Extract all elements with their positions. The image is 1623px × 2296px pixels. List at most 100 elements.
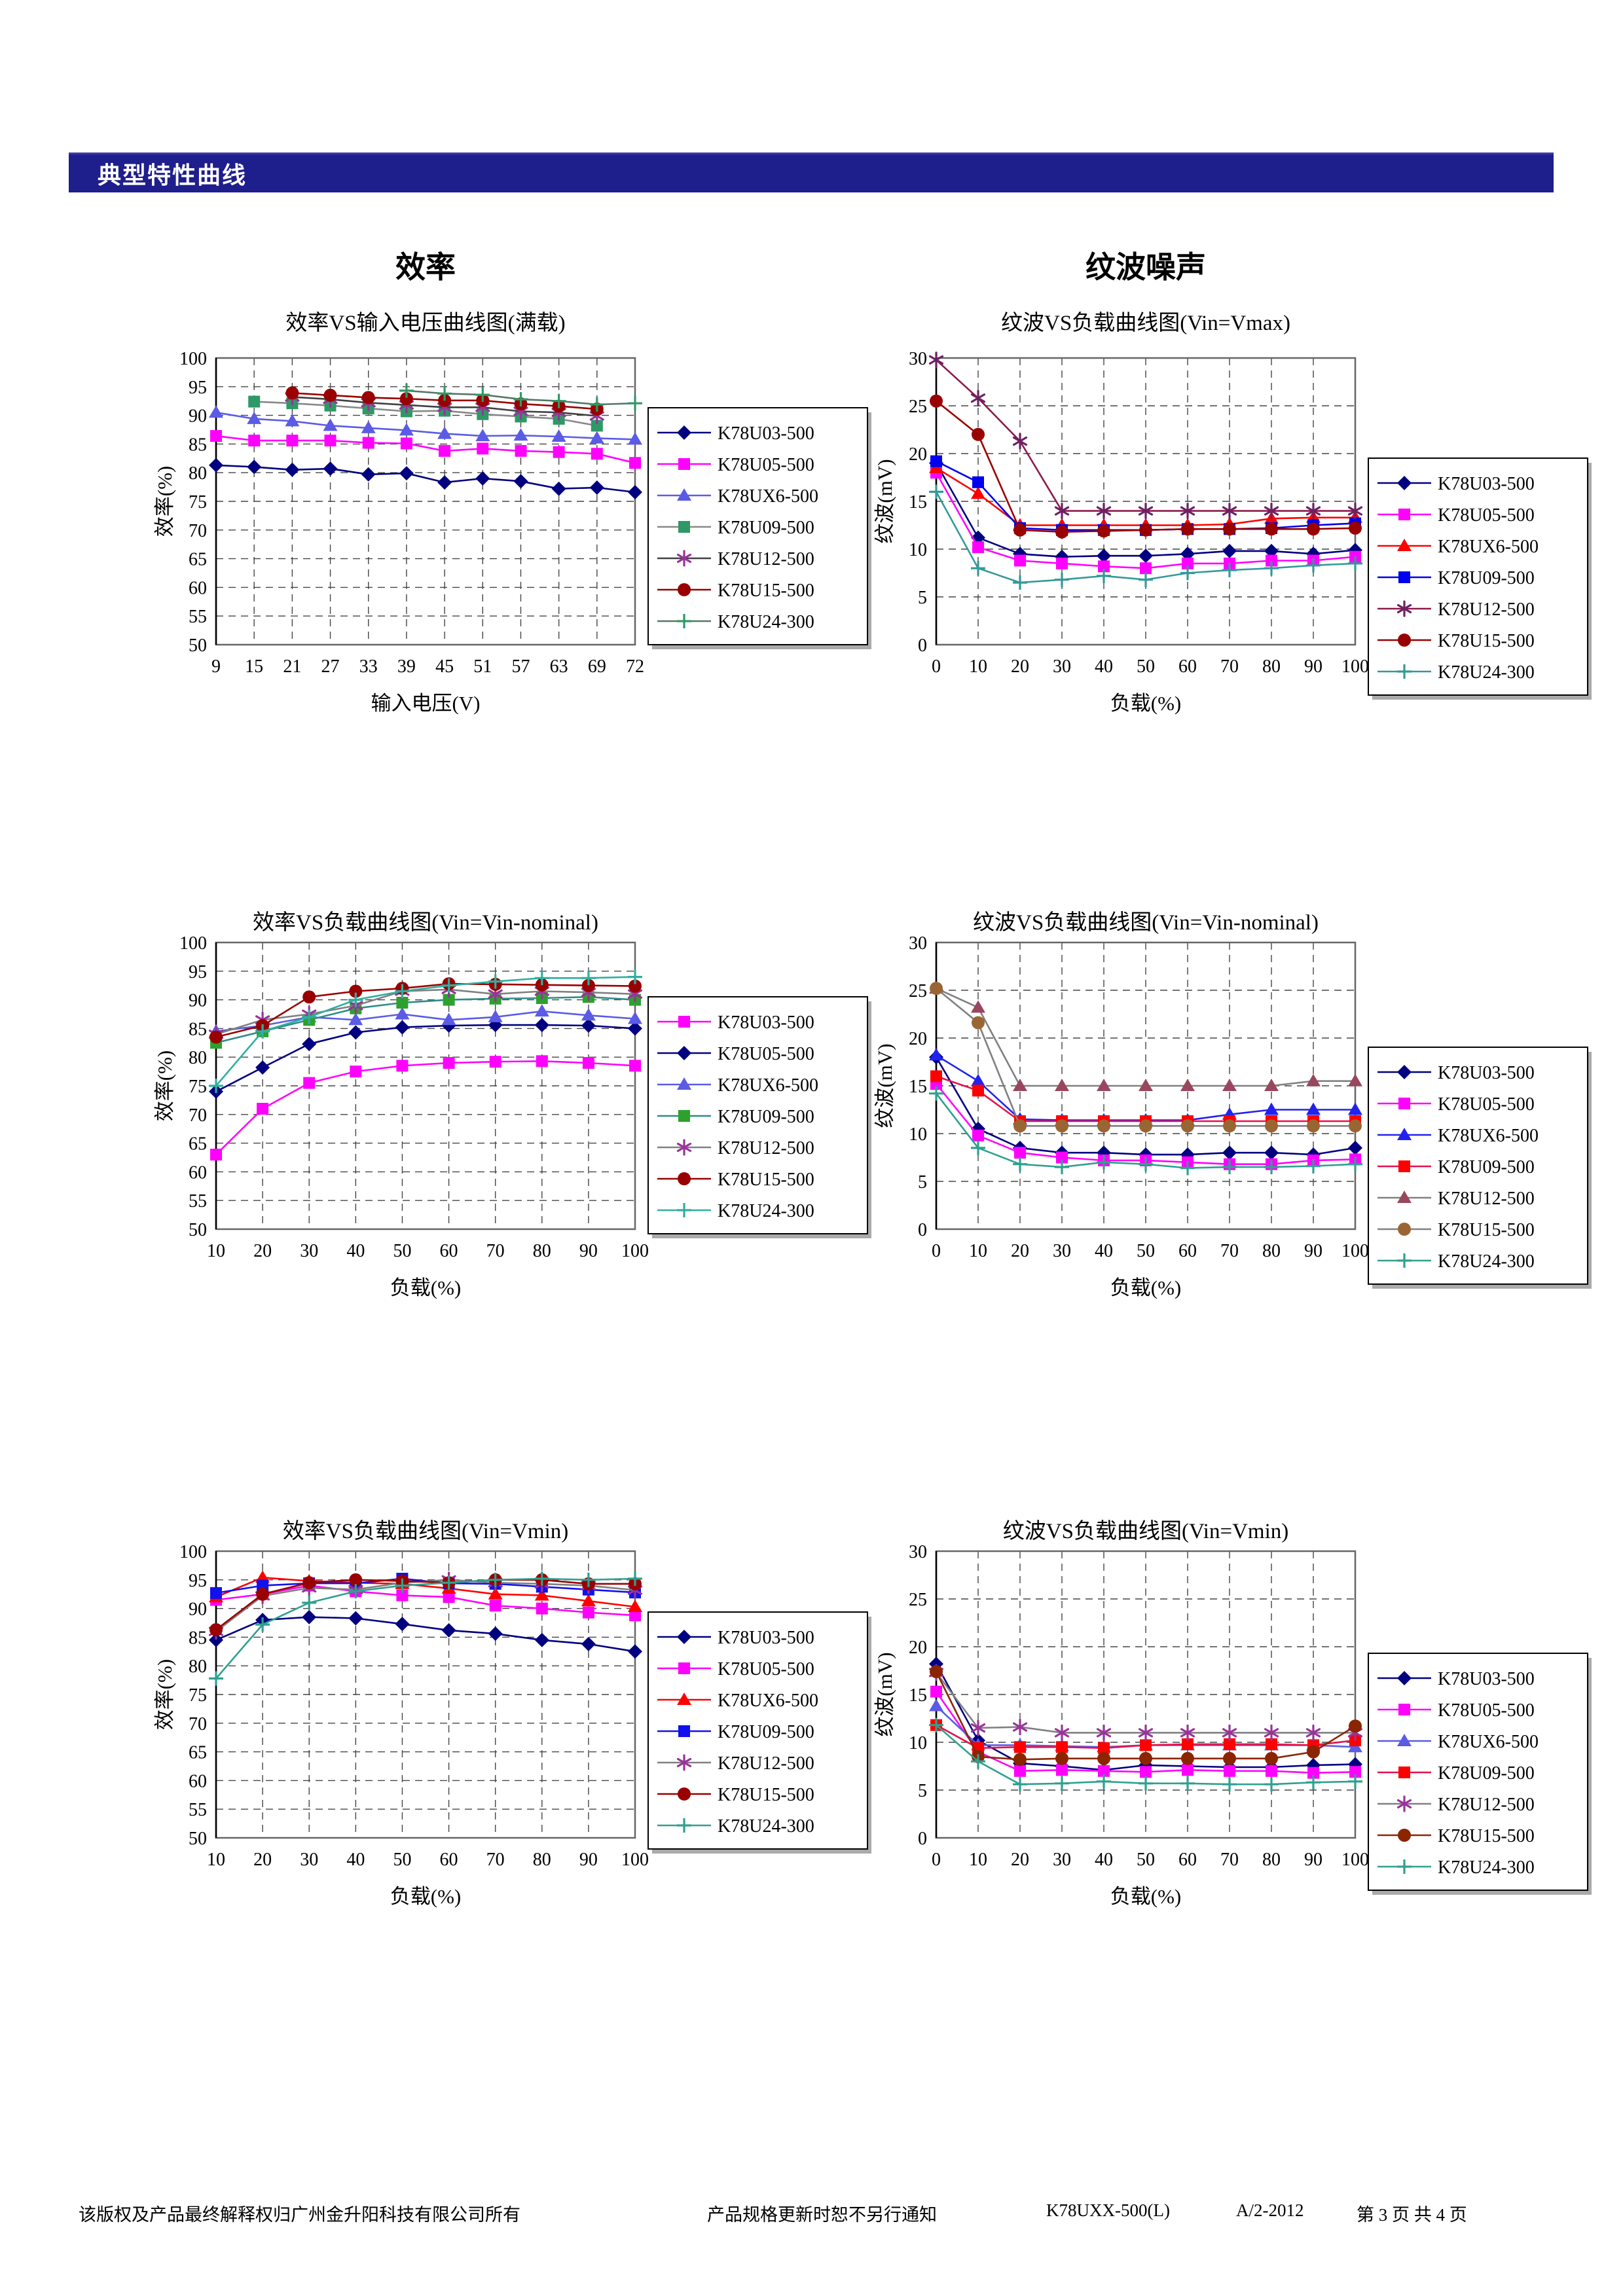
svg-text:0: 0 (932, 1850, 941, 1870)
svg-text:10: 10 (969, 1241, 987, 1261)
svg-text:5: 5 (918, 588, 927, 608)
svg-text:100: 100 (621, 1241, 649, 1261)
svg-text:33: 33 (359, 656, 378, 677)
svg-text:60: 60 (1178, 1241, 1197, 1261)
page-footer: 该版权及产品最终解释权归广州金升阳科技有限公司所有 产品规格更新时恕不另行通知 … (0, 2200, 1623, 2227)
svg-text:50: 50 (189, 1829, 207, 1849)
svg-text:90: 90 (1304, 1241, 1322, 1261)
svg-text:K78U24-300: K78U24-300 (1438, 1857, 1535, 1878)
svg-text:K78U05-500: K78U05-500 (1438, 1700, 1535, 1721)
svg-text:K78U24-300: K78U24-300 (1438, 1251, 1535, 1272)
svg-text:50: 50 (189, 636, 207, 656)
svg-text:30: 30 (1053, 1850, 1071, 1870)
svg-text:80: 80 (189, 1657, 207, 1677)
svg-text:95: 95 (189, 962, 207, 982)
svg-text:K78U05-500: K78U05-500 (1438, 1094, 1535, 1115)
svg-text:K78UX6-500: K78UX6-500 (1438, 1732, 1539, 1752)
chart-eff-vs-load-nominal: 50 55 60 65 70 75 80 85 90 95 100 10 20 30 40 50 60 70 80 9… (151, 935, 890, 1327)
svg-text:100: 100 (179, 935, 207, 954)
svg-text:15: 15 (909, 1685, 927, 1706)
svg-text:55: 55 (189, 607, 207, 627)
svg-text:65: 65 (189, 1743, 207, 1763)
svg-text:40: 40 (1095, 1850, 1113, 1870)
svg-text:85: 85 (189, 1019, 207, 1039)
svg-text:20: 20 (253, 1241, 272, 1261)
section-header-title: 典型特性曲线 (98, 162, 247, 188)
column-title-efficiency: 效率 (395, 251, 456, 284)
svg-text:70: 70 (189, 1105, 207, 1126)
svg-text:100: 100 (621, 1850, 649, 1870)
svg-text:72: 72 (626, 656, 644, 677)
svg-text:80: 80 (189, 1048, 207, 1068)
svg-text:20: 20 (909, 1638, 927, 1658)
svg-text:85: 85 (189, 435, 207, 455)
svg-text:30: 30 (1053, 1241, 1071, 1261)
svg-text:K78U15-500: K78U15-500 (1438, 1826, 1535, 1846)
svg-text:10: 10 (969, 656, 987, 677)
svg-text:K78U03-500: K78U03-500 (1438, 1669, 1535, 1689)
svg-text:40: 40 (1095, 1241, 1113, 1261)
svg-text:100: 100 (1341, 1850, 1369, 1870)
svg-text:60: 60 (189, 1771, 207, 1791)
svg-text:60: 60 (1178, 1850, 1197, 1870)
svg-text:80: 80 (533, 1241, 551, 1261)
svg-text:K78U24-300: K78U24-300 (718, 612, 814, 632)
svg-text:95: 95 (189, 1571, 207, 1591)
svg-text:K78U12-500: K78U12-500 (718, 549, 814, 569)
svg-text:60: 60 (1178, 656, 1197, 677)
svg-text:30: 30 (300, 1241, 318, 1261)
svg-text:60: 60 (440, 1850, 458, 1870)
svg-text:K78U15-500: K78U15-500 (1438, 1220, 1535, 1240)
svg-text:K78UX6-500: K78UX6-500 (718, 486, 818, 507)
svg-text:45: 45 (435, 656, 454, 677)
svg-text:15: 15 (909, 492, 927, 512)
svg-text:70: 70 (486, 1241, 505, 1261)
chart-ripple-vs-load-vmin: 0 5 10 15 20 25 30 0 10 20 30 40 50 60 70 80 90 100 纹波(mV)… (871, 1543, 1611, 1936)
svg-text:39: 39 (397, 656, 416, 677)
svg-text:90: 90 (189, 991, 207, 1011)
svg-text:负载(%): 负载(%) (390, 1885, 461, 1908)
svg-text:60: 60 (189, 1162, 207, 1183)
svg-text:70: 70 (1220, 1850, 1239, 1870)
svg-text:K78U09-500: K78U09-500 (718, 1107, 814, 1127)
svg-text:K78U24-300: K78U24-300 (1438, 662, 1535, 683)
svg-text:30: 30 (909, 1543, 927, 1562)
svg-text:K78U12-500: K78U12-500 (1438, 1189, 1535, 1209)
svg-text:K78U12-500: K78U12-500 (1438, 600, 1535, 620)
svg-text:K78U09-500: K78U09-500 (1438, 1157, 1535, 1177)
svg-text:10: 10 (909, 1733, 927, 1753)
svg-text:25: 25 (909, 1590, 927, 1610)
svg-text:100: 100 (1341, 656, 1369, 677)
svg-text:15: 15 (245, 656, 263, 677)
svg-text:0: 0 (932, 656, 941, 677)
svg-text:75: 75 (189, 1685, 207, 1706)
column-title-ripple-noise: 纹波噪声 (1085, 251, 1206, 284)
chart-ripple-vs-load-nominal: 0 5 10 15 20 25 30 0 10 20 30 40 50 60 70 80 90 100 纹波(mV)… (871, 935, 1611, 1327)
svg-text:K78U05-500: K78U05-500 (718, 1044, 814, 1064)
svg-text:40: 40 (346, 1850, 365, 1870)
svg-text:负载(%): 负载(%) (390, 1276, 461, 1299)
svg-text:50: 50 (1137, 656, 1155, 677)
svg-text:K78U09-500: K78U09-500 (718, 1722, 814, 1742)
svg-text:负载(%): 负载(%) (1110, 692, 1181, 715)
svg-text:K78UX6-500: K78UX6-500 (1438, 1126, 1539, 1146)
chart-eff-vs-vin-fullload: 50 55 60 65 70 75 80 85 90 95 100 9 15 21 27 33 39 45 51 57… (151, 350, 890, 743)
svg-text:纹波(mV): 纹波(mV) (873, 459, 896, 543)
svg-text:25: 25 (909, 397, 927, 417)
svg-text:60: 60 (440, 1241, 458, 1261)
svg-text:K78U24-300: K78U24-300 (718, 1816, 814, 1837)
svg-text:K78U12-500: K78U12-500 (718, 1138, 814, 1158)
svg-text:0: 0 (918, 636, 927, 656)
svg-text:70: 70 (486, 1850, 505, 1870)
svg-text:50: 50 (1137, 1241, 1155, 1261)
svg-text:30: 30 (300, 1850, 318, 1870)
svg-text:57: 57 (511, 656, 530, 677)
svg-text:50: 50 (393, 1850, 411, 1870)
svg-text:K78U24-300: K78U24-300 (718, 1201, 814, 1221)
svg-text:90: 90 (579, 1241, 598, 1261)
svg-text:30: 30 (1053, 656, 1071, 677)
svg-text:K78U03-500: K78U03-500 (718, 423, 814, 444)
svg-text:K78U09-500: K78U09-500 (1438, 568, 1535, 588)
svg-text:90: 90 (1304, 656, 1322, 677)
